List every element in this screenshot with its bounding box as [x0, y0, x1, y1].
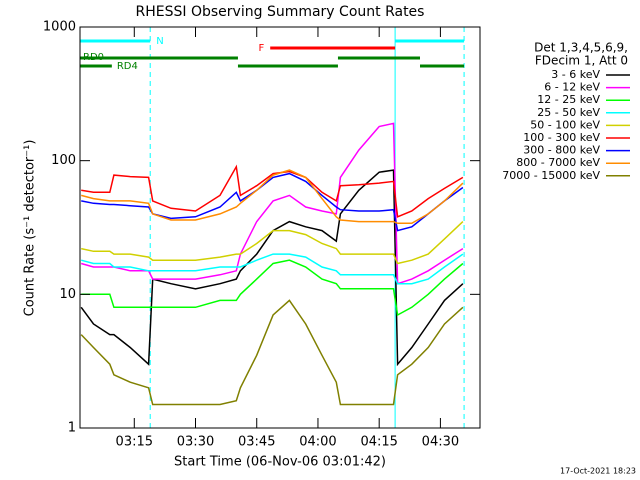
series-line — [80, 299, 464, 406]
y-tick-label: 1 — [68, 421, 76, 436]
plot-frame — [79, 26, 481, 429]
series-line — [81, 259, 464, 317]
legend-label: 300 - 800 keV — [523, 144, 600, 157]
series-line — [81, 164, 464, 218]
x-tick-label: 04:15 — [360, 435, 397, 450]
x-tick-label: 03:15 — [116, 435, 153, 450]
flag-label: F — [258, 43, 264, 54]
legend-label: 3 - 6 keV — [551, 68, 600, 81]
series-line — [80, 122, 464, 285]
footer: 17-Oct-2021 18:23 — [560, 467, 636, 476]
flag-label: RD4 — [117, 61, 138, 72]
legend-header: FDecim 1, Att 0 — [535, 54, 628, 68]
y-tick-label: 100 — [51, 153, 76, 168]
legend-label: 100 - 300 keV — [523, 131, 600, 144]
x-tick-label: 04:30 — [422, 435, 459, 450]
legend-header: Det 1,3,4,5,6,9, — [534, 41, 628, 55]
x-tick-label: 04:00 — [299, 435, 336, 450]
legend-label: 6 - 12 keV — [544, 81, 600, 94]
legend-label: 25 - 50 keV — [537, 106, 600, 119]
y-axis-label: Count Rate (s⁻¹ detector⁻¹) — [23, 140, 38, 317]
legend-label: 50 - 100 keV — [530, 118, 600, 131]
series-line — [81, 172, 464, 232]
series-line — [81, 169, 464, 225]
x-tick-label: 03:45 — [238, 435, 275, 450]
legend-label: 800 - 7000 keV — [516, 156, 600, 169]
series-line — [81, 253, 464, 285]
y-tick-label: 10 — [59, 287, 76, 302]
legend-label: 7000 - 15000 keV — [502, 169, 600, 182]
series-line — [81, 221, 464, 265]
y-tick-label: 1000 — [43, 20, 76, 35]
chart-title: RHESSI Observing Summary Count Rates — [136, 4, 425, 20]
x-axis-label: Start Time (06-Nov-06 03:01:42) — [174, 455, 386, 470]
flag-label: N — [156, 36, 163, 47]
x-tick-label: 03:30 — [177, 435, 214, 450]
legend-label: 12 - 25 keV — [537, 93, 600, 106]
flag-label: RD0 — [83, 52, 104, 63]
